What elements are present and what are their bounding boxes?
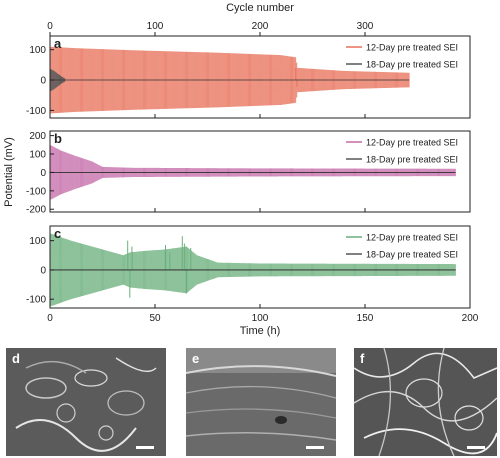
y-tick-label: -100: [26, 106, 46, 117]
panel-label-d: d: [12, 351, 20, 366]
sem-texture-d: [6, 348, 166, 456]
legend-entry: 12-Day pre treated SEI: [366, 43, 458, 53]
sem-image-d: d: [6, 348, 166, 456]
x-axis-label: Time (h): [240, 325, 281, 337]
y-tick-label: 100: [29, 236, 46, 247]
y-tick-label: -200: [26, 205, 46, 216]
sem-texture-e: [186, 348, 336, 456]
top-axis-tick-label: 100: [147, 21, 164, 32]
y-tick-label: -100: [26, 295, 46, 306]
x-tick-label: 150: [357, 313, 374, 324]
sem-texture-f: [354, 348, 497, 456]
panel-label-e: e: [192, 351, 200, 366]
legend-entry: 12-Day pre treated SEI: [366, 233, 458, 243]
scale-bar-e: [306, 446, 324, 449]
x-tick-label: 200: [462, 313, 479, 324]
sem-image-f: f: [354, 348, 497, 456]
panel-label: c: [54, 226, 61, 241]
y-axis-label: Potential (mV): [3, 137, 15, 207]
panel-label-f: f: [360, 351, 365, 366]
top-axis-label: Cycle number: [226, 2, 294, 14]
y-tick-label: -100: [26, 186, 46, 197]
legend-entry: 18-Day pre treated SEI: [366, 60, 458, 70]
x-tick-label: 0: [47, 313, 53, 324]
top-axis-tick-label: 200: [252, 21, 269, 32]
x-tick-label: 50: [149, 313, 161, 324]
panel-label: b: [54, 131, 62, 146]
scale-bar-d: [136, 446, 154, 449]
legend-entry: 18-Day pre treated SEI: [366, 155, 458, 165]
panel-a: [49, 35, 471, 119]
y-tick-label: 0: [40, 265, 46, 276]
x-tick-label: 100: [252, 313, 269, 324]
sem-image-e: e: [186, 348, 336, 456]
y-tick-label: 0: [40, 168, 46, 179]
legend-entry: 18-Day pre treated SEI: [366, 250, 458, 260]
scale-bar-f: [467, 446, 485, 449]
top-axis-tick-label: 0: [47, 21, 53, 32]
top-axis-tick-label: 300: [357, 21, 374, 32]
panel-b: [49, 130, 471, 213]
panel-c: [49, 225, 471, 309]
legend-entry: 12-Day pre treated SEI: [366, 138, 458, 148]
y-tick-label: 200: [29, 131, 46, 142]
panel-label: a: [54, 36, 62, 51]
y-tick-label: 0: [40, 76, 46, 87]
y-tick-label: 100: [29, 45, 46, 56]
y-tick-label: 100: [29, 150, 46, 161]
